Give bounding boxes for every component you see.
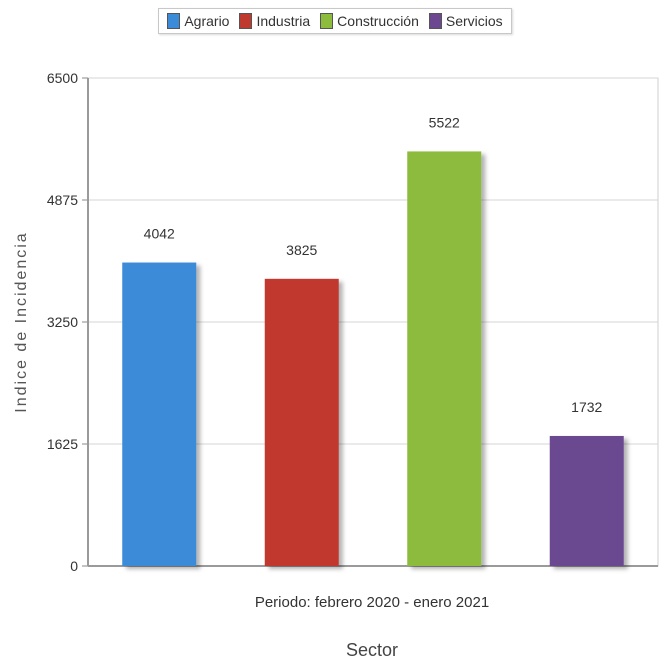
legend-label: Servicios [445,13,503,29]
legend-item-agrario[interactable]: Agrario [167,13,229,29]
legend-label: Construcción [337,13,419,29]
data-label-construcción: 5522 [429,114,460,130]
bar-agrario[interactable] [122,262,197,566]
data-label-agrario: 4042 [144,226,175,242]
x-axis-title: Sector [346,640,398,660]
legend-box: Agrario Industria Construcción Servicios [158,8,512,34]
legend-label: Agrario [184,13,230,29]
legend-item-servicios[interactable]: Servicios [428,13,503,29]
bar-industria[interactable] [264,278,339,566]
bar-servicios[interactable] [549,435,624,566]
legend-swatch [167,13,181,29]
y-tick-label: 3250 [47,314,78,330]
data-label-industria: 3825 [286,242,317,258]
y-tick-label: 0 [70,558,78,574]
chart-legend: Agrario Industria Construcción Servicios [0,8,670,34]
legend-swatch [320,13,334,29]
legend-swatch [239,13,253,29]
x-category-label: Periodo: febrero 2020 - enero 2021 [255,594,489,611]
data-label-servicios: 1732 [571,399,602,415]
y-tick-label: 6500 [47,70,78,86]
y-tick-label: 4875 [47,192,78,208]
legend-swatch [428,13,442,29]
legend-item-industria[interactable]: Industria [239,13,310,29]
legend-item-construcción[interactable]: Construcción [320,13,419,29]
y-axis-title: Indice de Incidencia [13,231,30,412]
bar-construcción[interactable] [407,151,482,566]
y-tick-label: 1625 [47,436,78,452]
legend-label: Industria [256,13,311,29]
